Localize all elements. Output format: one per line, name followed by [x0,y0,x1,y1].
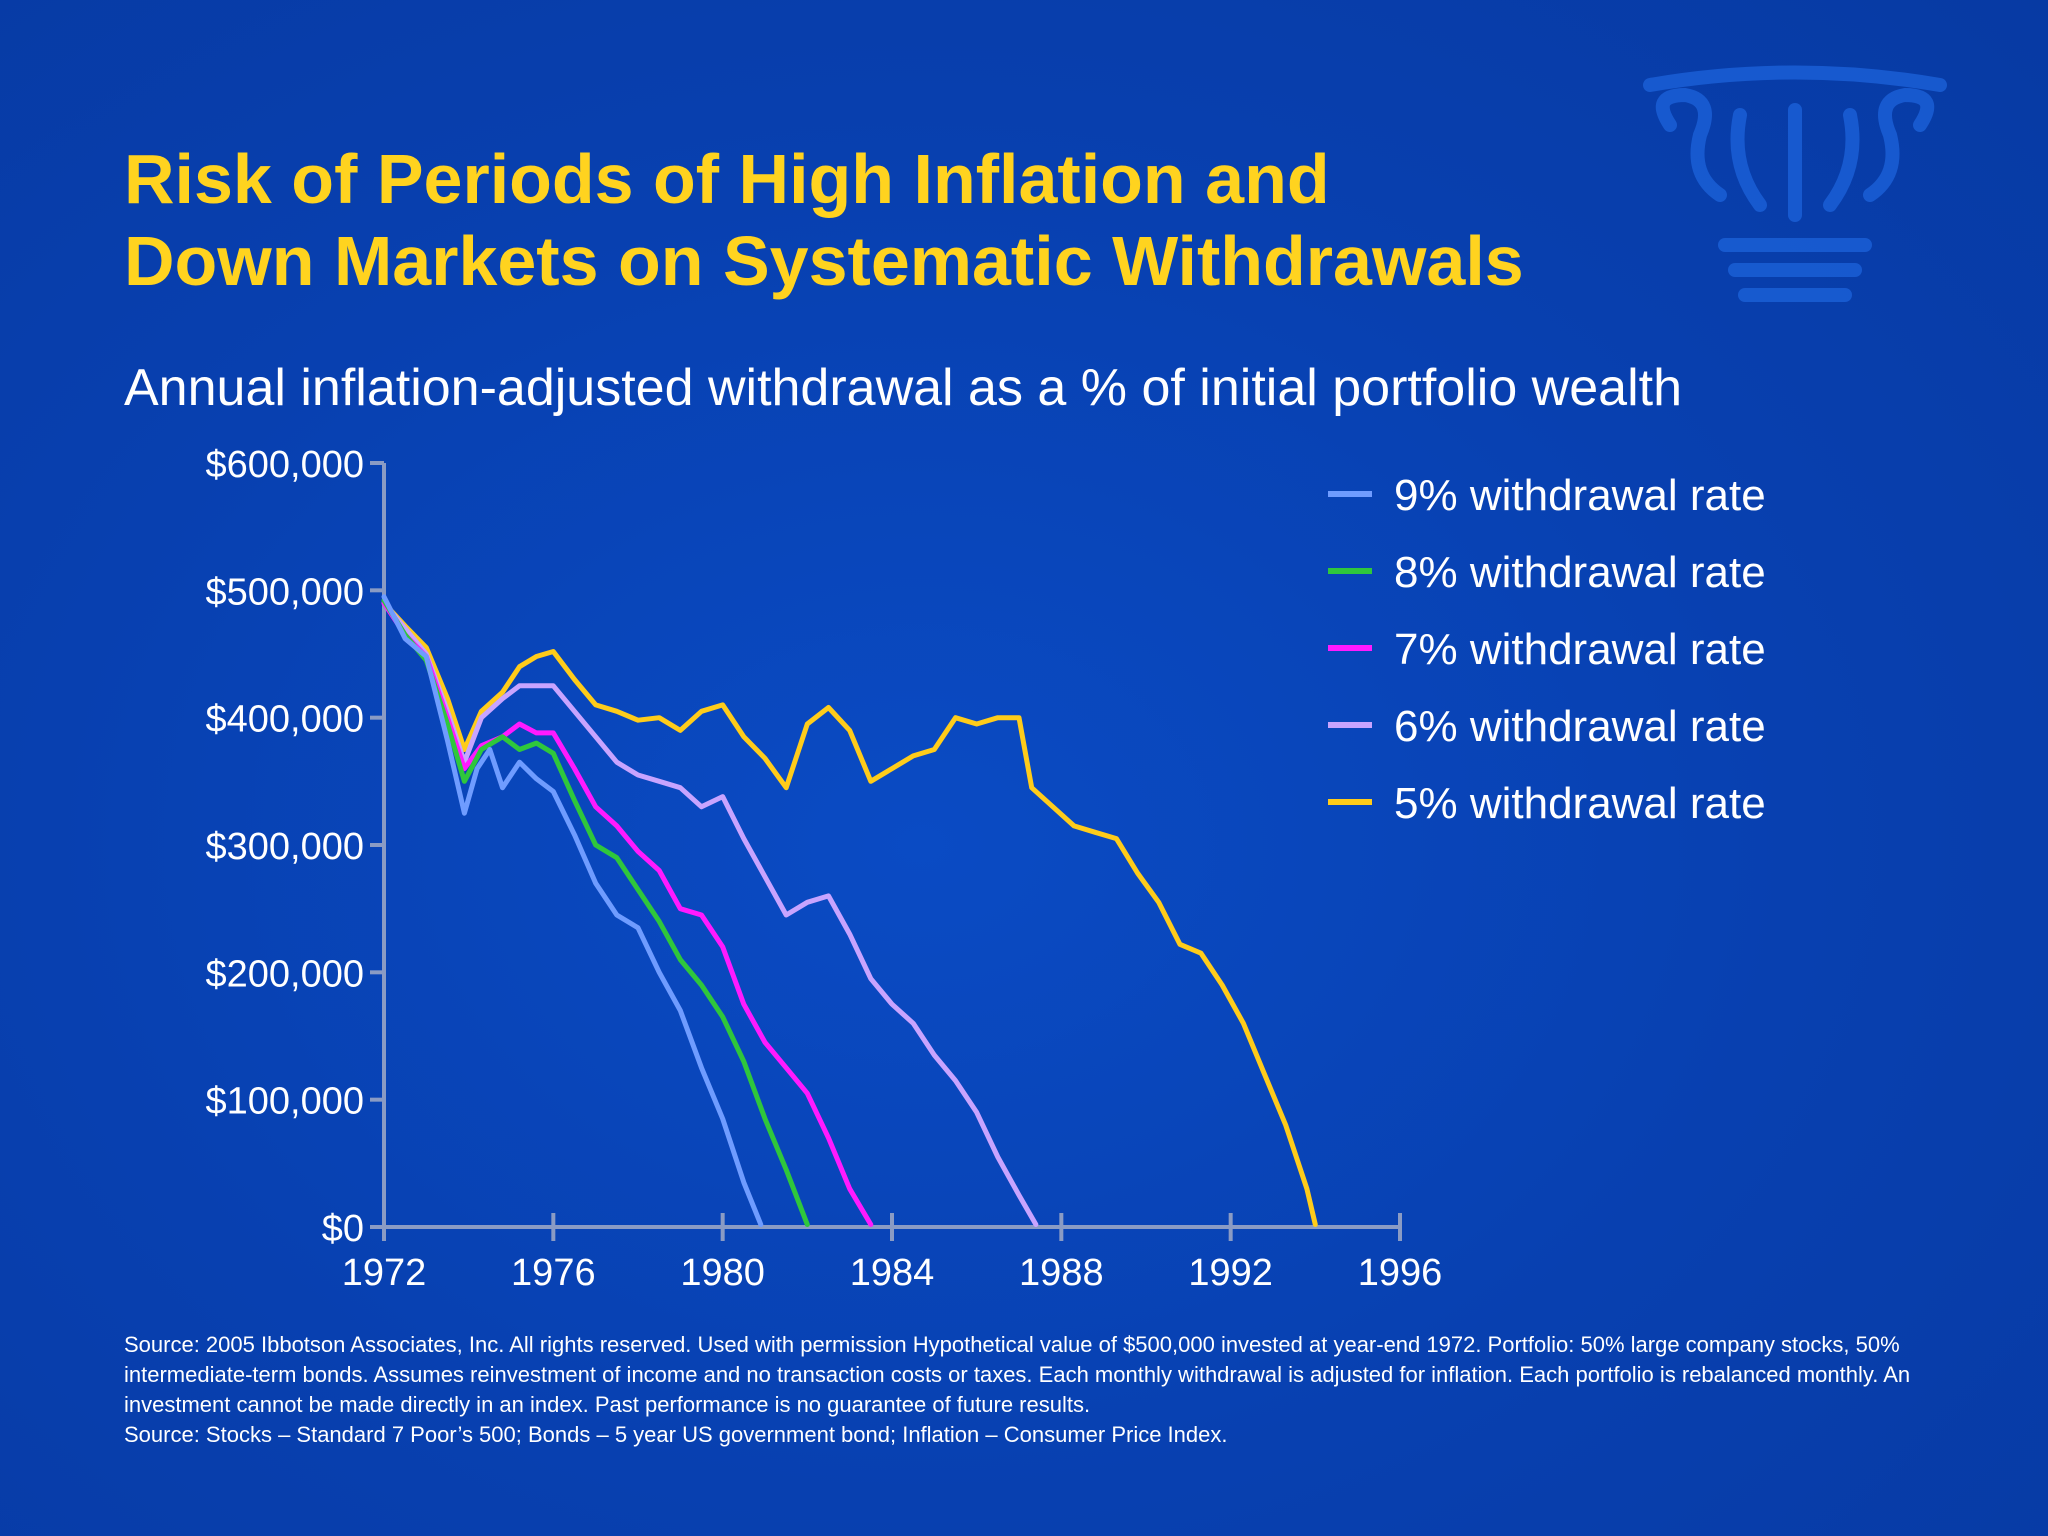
chart-subtitle: Annual inflation-adjusted withdrawal as … [124,359,1682,417]
source-notes: Source: 2005 Ibbotson Associates, Inc. A… [124,1330,1924,1450]
legend-label: 7% withdrawal rate [1394,625,1766,674]
series-line [381,600,874,1227]
source-note-1: Source: 2005 Ibbotson Associates, Inc. A… [124,1332,1911,1417]
legend-label: 9% withdrawal rate [1394,471,1766,520]
x-tick-label: 1972 [342,1252,427,1294]
series-line [381,594,764,1227]
x-tick-label: 1988 [1019,1252,1104,1294]
y-tick-label: $300,000 [206,826,365,868]
y-tick-label: $500,000 [206,571,365,613]
y-tick-label: $200,000 [206,953,365,995]
x-tick-label: 1976 [511,1252,596,1294]
slide-title: Risk of Periods of High Inflation and Do… [124,138,1524,302]
series-line [381,598,810,1227]
x-tick-label: 1980 [680,1252,765,1294]
y-tick-label: $0 [322,1208,364,1250]
y-tick-label: $600,000 [206,444,365,486]
legend-label: 8% withdrawal rate [1394,548,1766,597]
x-tick-label: 1996 [1358,1252,1443,1294]
source-note-2: Source: Stocks – Standard 7 Poor’s 500; … [124,1422,1228,1447]
column-capital-icon [1643,65,1947,302]
y-tick-label: $100,000 [206,1081,365,1123]
line-chart: $0 $100,000 $200,000 $300,000 $400,000 $500,0… [206,444,1766,1294]
y-tick-label: $400,000 [206,699,365,741]
title-line-2: Down Markets on Systematic Withdrawals [124,222,1524,300]
title-line-1: Risk of Periods of High Inflation and [124,140,1330,218]
series-line [381,600,1039,1227]
legend-label: 5% withdrawal rate [1394,779,1766,828]
legend-label: 6% withdrawal rate [1394,702,1766,751]
series-line [381,600,1318,1227]
x-tick-label: 1984 [850,1252,935,1294]
x-tick-label: 1992 [1188,1252,1273,1294]
